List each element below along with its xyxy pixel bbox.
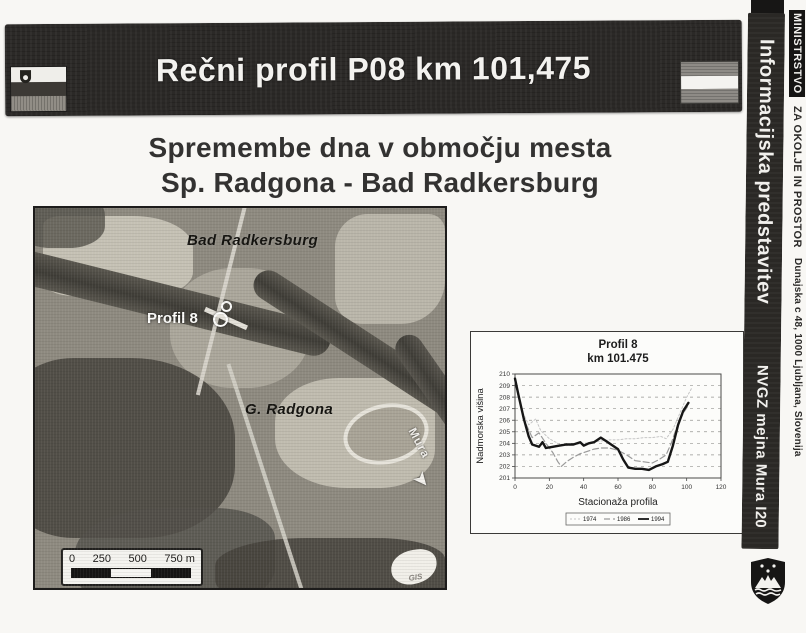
presentation-label: Informacijska predstavitev	[752, 38, 778, 305]
legend-label: 1986	[617, 517, 631, 523]
chart-legend-box	[565, 512, 671, 526]
y-axis-label: Nadmorska višina	[475, 388, 486, 464]
map-texture-patch	[335, 214, 445, 324]
x-tick-label: 120	[716, 484, 727, 491]
scale-bar-segments	[71, 568, 191, 578]
profile-marker-small-icon	[221, 301, 232, 312]
presentation-sidebar: Informacijska predstavitev NVGZ mejna Mu…	[741, 12, 785, 550]
y-tick-label: 203	[499, 452, 510, 459]
aerial-map: Bad Radkersburg Profil 8 G. Radgona Mura…	[33, 206, 447, 590]
map-scale-bar: 0 250 500 750 m	[61, 548, 203, 586]
slovenia-coat-of-arms-icon	[748, 556, 788, 606]
profile-chart: Profil 8 km 101.475 201 202 203 204 205 206 207 2…	[470, 331, 744, 534]
x-tick-label: 20	[546, 484, 554, 491]
y-tick-label: 210	[499, 371, 510, 378]
ministry-address: Dunajska c 48, 1000 Ljubljana, Slovenija	[792, 258, 803, 458]
profile-chart-svg: Profil 8 km 101.475 201 202 203 204 205 206 207 2…	[475, 339, 727, 526]
slide-title: Rečni profil P08 km 101,475	[155, 49, 592, 89]
y-tick-label: 204	[499, 441, 510, 448]
x-tick-label: 60	[614, 484, 622, 491]
map-label-profil-8: Profil 8	[147, 310, 198, 327]
ministry-name: MINISTRSTVO	[789, 10, 805, 97]
y-tick-label: 206	[499, 417, 510, 424]
y-tick-label: 202	[499, 464, 510, 471]
slide-subtitle: Spremembe dna v območju mesta Sp. Radgon…	[55, 130, 705, 200]
gis-logo-text: GIS	[408, 571, 423, 583]
map-label-g-radgona: G. Radgona	[245, 401, 334, 418]
x-tick-label: 0	[513, 484, 517, 491]
scale-tick: 0	[69, 553, 76, 565]
subtitle-line-2: Sp. Radgona - Bad Radkersburg	[160, 167, 600, 198]
project-label: NVGZ mejna Mura I	[751, 364, 771, 512]
x-tick-label: 40	[580, 484, 588, 491]
chart-title-line2: km 101.475	[587, 353, 649, 365]
legend-label: 1974	[583, 517, 597, 523]
y-tick-label: 207	[499, 406, 510, 413]
ministry-dept: ZA OKOLJE IN PROSTOR	[791, 106, 803, 248]
subtitle-line-1: Spremembe dna v območju mesta	[148, 132, 612, 163]
y-tick-label: 201	[499, 475, 510, 482]
chart-title-line1: Profil 8	[599, 339, 639, 351]
y-tick-label: 208	[499, 394, 510, 401]
ministry-vertical-text: MINISTRSTVO ZA OKOLJE IN PROSTOR Dunajsk…	[786, 10, 806, 625]
x-axis-label: Stacionaža profila	[578, 497, 658, 508]
series-1994	[513, 377, 690, 472]
y-tick-label: 205	[499, 429, 510, 436]
x-tick-label: 80	[649, 484, 657, 491]
scale-tick: 500	[128, 553, 147, 565]
scale-tick: 250	[92, 553, 111, 565]
austria-flag-icon	[680, 61, 739, 104]
series-1986	[514, 380, 689, 467]
map-texture-patch	[35, 208, 105, 248]
profile-marker-icon	[213, 312, 228, 327]
legend-label: 1994	[651, 517, 665, 523]
page-number: 20	[751, 510, 769, 528]
y-tick-label: 209	[499, 383, 510, 390]
x-tick-label: 100	[681, 484, 692, 491]
map-label-bad-radkersburg: Bad Radkersburg	[187, 232, 319, 249]
scale-tick: 750 m	[164, 553, 195, 565]
title-bar: Rečni profil P08 km 101,475	[4, 19, 743, 117]
